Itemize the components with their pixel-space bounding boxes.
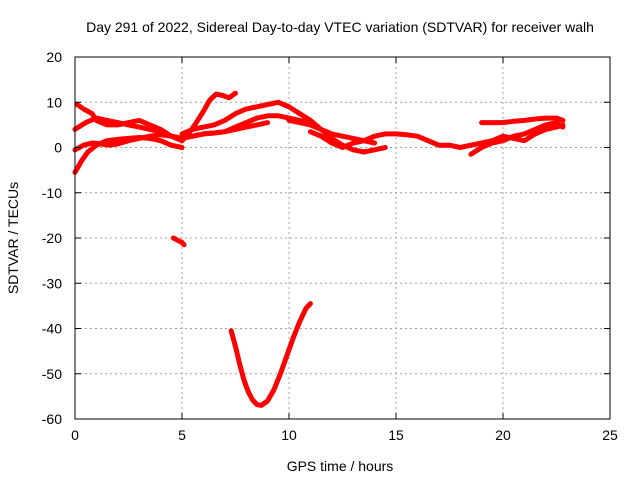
series-track-m [479,115,566,126]
series-track-i [286,104,388,155]
series-track-h [179,120,271,141]
series-segment-isolated [170,235,187,248]
x-tick-label: 25 [602,427,618,443]
y-axis-label: SDTVAR / TECUs [5,182,21,294]
x-tick-label: 20 [495,427,511,443]
series-dip-curve [228,301,313,408]
grid [75,57,610,419]
x-tick-label: 15 [388,427,404,443]
x-tick-label: 5 [178,427,186,443]
x-tick-label: 0 [71,427,79,443]
series-track-k [307,122,566,150]
y-tick-label: -40 [42,321,62,337]
x-axis-label: GPS time / hours [287,458,394,474]
series-track-c [72,135,185,175]
y-tick-label: -60 [42,411,62,427]
y-tick-label: 10 [46,94,62,110]
series-track-f [179,99,292,137]
series-track-d [72,132,185,153]
x-tick-label: 10 [281,427,297,443]
series-group [72,90,566,408]
y-tick-label: 0 [54,140,62,156]
y-tick-labels: -60 -50 -40 -30 -20 -10 0 10 20 [42,49,62,427]
y-tick-label: -10 [42,185,62,201]
ticks [74,56,611,420]
series-track-l [468,120,566,157]
y-tick-label: -50 [42,366,62,382]
chart-title: Day 291 of 2022, Sidereal Day-to-day VTE… [86,19,594,35]
y-tick-label: 20 [46,49,62,65]
y-tick-label: -30 [42,275,62,291]
x-tick-labels: 0 5 10 15 20 25 [71,427,618,443]
y-tick-label: -20 [42,230,62,246]
